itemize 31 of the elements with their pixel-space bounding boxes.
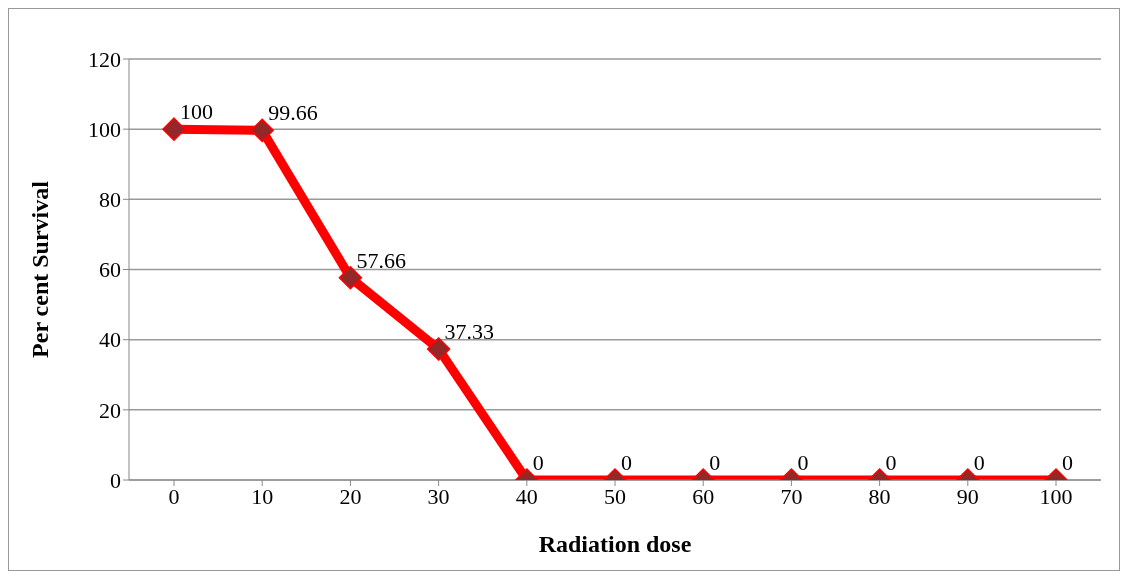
x-axis-title: Radiation dose [538,531,692,557]
y-tick-label: 80 [99,187,121,213]
x-tick-label: 50 [604,483,626,509]
y-tick-label: 40 [99,327,121,353]
data-label: 100 [180,98,213,124]
y-tick-label: 100 [88,116,121,142]
data-label: 37.33 [444,318,495,344]
data-label: 0 [621,449,632,475]
data-label: 0 [973,449,985,475]
y-tick-label: 120 [88,46,121,72]
data-label: 0 [1062,449,1073,475]
y-tick-label: 20 [99,397,121,423]
x-tick-label: 80 [868,483,891,509]
data-label: 0 [532,449,544,475]
data-label: 0 [709,449,721,475]
x-tick-label: 30 [427,483,450,509]
y-tick-label: 0 [110,467,121,493]
y-tick-label: 60 [99,257,121,283]
data-label: 0 [885,449,897,475]
data-label: 99.66 [268,100,318,126]
x-tick-label: 20 [339,483,362,509]
data-label: 0 [797,449,809,475]
x-tick-label: 90 [956,483,979,509]
x-tick-label: 40 [515,483,538,509]
x-tick-label: 60 [692,483,715,509]
data-label: 57.66 [356,247,406,273]
x-tick-label: 70 [780,483,803,509]
x-tick-label: 0 [168,483,180,509]
x-tick-label: 100 [1039,483,1073,509]
x-tick-label: 10 [251,483,274,509]
y-axis-title: Per cent Survival [26,180,53,358]
